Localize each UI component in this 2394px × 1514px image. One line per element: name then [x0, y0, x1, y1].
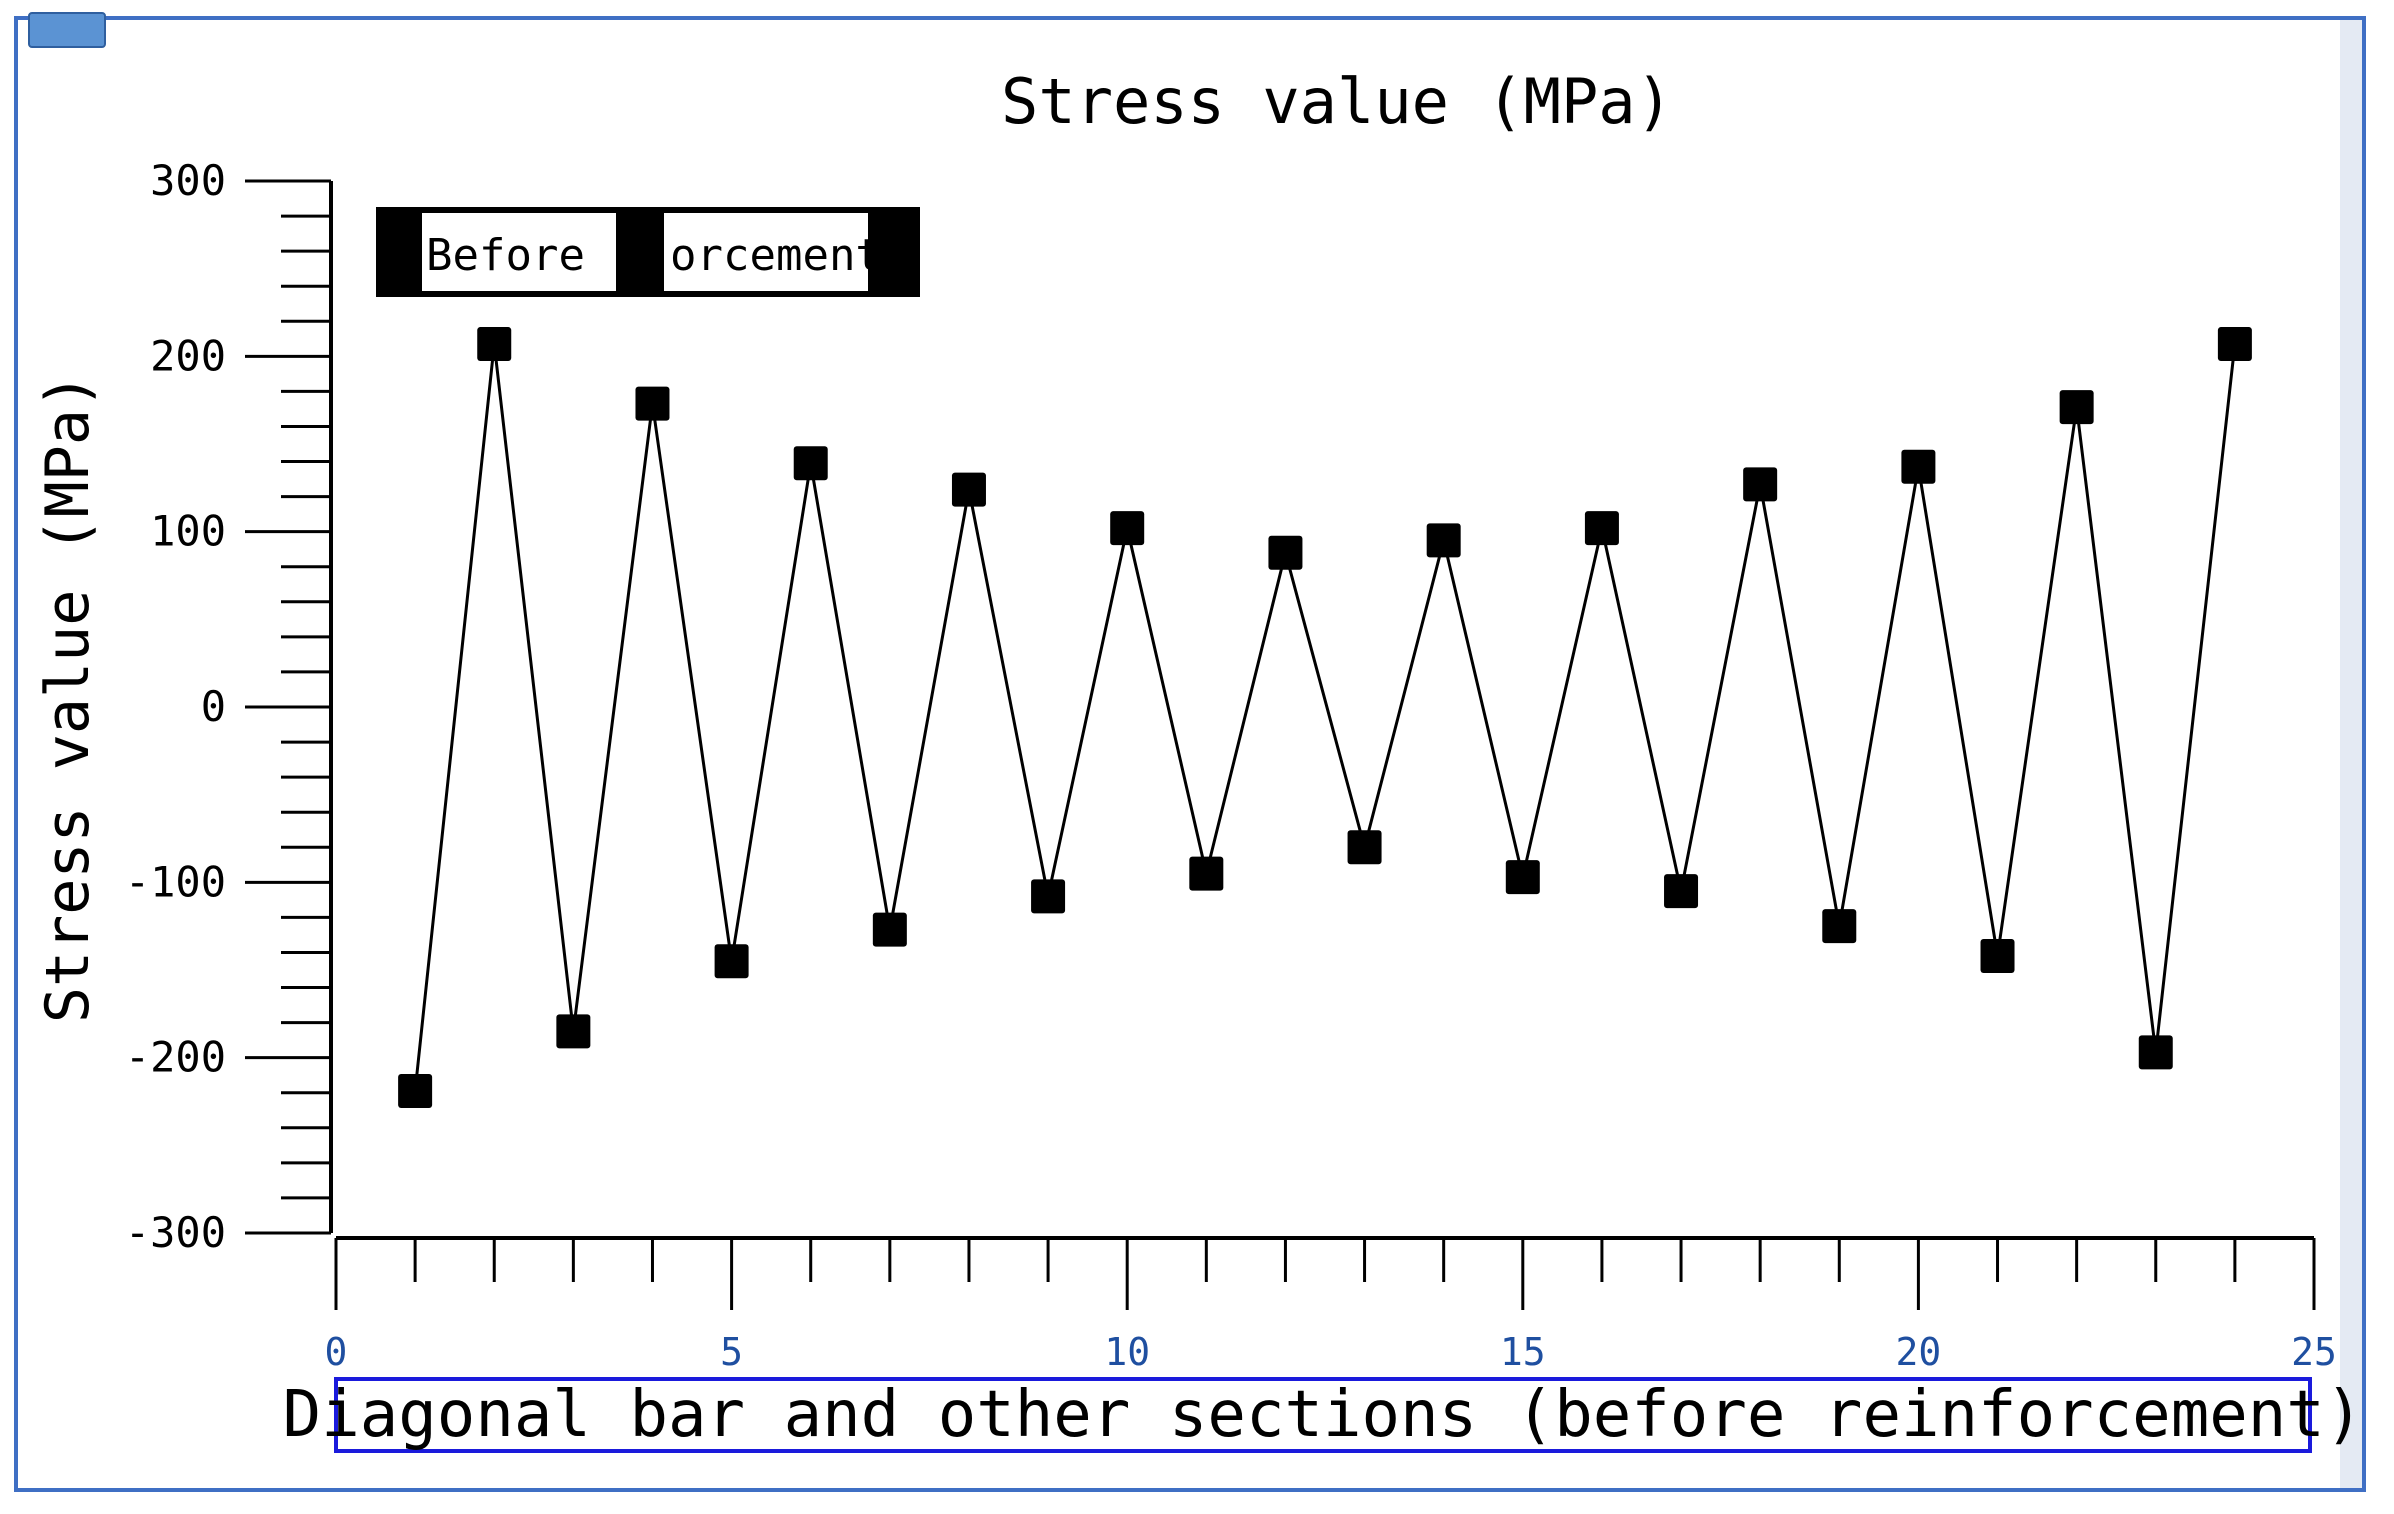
series-1 [398, 327, 2252, 1108]
y-tick-label: -300 [125, 1208, 226, 1257]
data-point [1347, 830, 1382, 865]
data-point [477, 327, 512, 362]
y-axis-label: Stress value (MPa) [33, 373, 103, 1023]
x-axis: 0 5 10 15 20 25 [325, 1236, 2337, 1374]
data-point [1822, 909, 1857, 944]
window-corner-button[interactable] [28, 12, 106, 48]
data-point [556, 1014, 591, 1049]
data-point [1584, 511, 1619, 546]
legend-text-bg-left [422, 213, 616, 291]
y-tick-label: 200 [150, 331, 226, 380]
data-point [1426, 523, 1461, 558]
x-axis-label-box [334, 1377, 2312, 1453]
data-point [951, 472, 986, 507]
data-point [1505, 860, 1540, 895]
data-point [1268, 535, 1303, 570]
data-point [1110, 511, 1145, 546]
data-point [2217, 327, 2252, 362]
x-tick-label: 10 [1104, 1330, 1150, 1374]
legend-label-left: Before re [426, 230, 664, 281]
x-tick-label: 0 [325, 1330, 348, 1374]
legend-label-right: orcement [670, 230, 882, 281]
y-tick-label: -100 [125, 857, 226, 906]
series-line [413, 343, 2237, 1092]
data-point [635, 386, 670, 421]
data-point [2138, 1035, 2173, 1070]
x-tick-label: 15 [1500, 1330, 1546, 1374]
x-tick-label: 25 [2291, 1330, 2337, 1374]
data-point [398, 1073, 433, 1108]
x-tick-label: 5 [720, 1330, 743, 1374]
chart-title: Stress value (MPa) [1001, 65, 1673, 138]
x-axis-label: Diagonal bar and other sections (before … [283, 1378, 2364, 1452]
window-side-strip [2340, 20, 2362, 1488]
legend-text-bg-right [664, 213, 868, 291]
y-axis: 300 200 100 0 -100 -200 -300 [125, 156, 333, 1257]
data-point [1189, 856, 1224, 891]
data-point [714, 944, 749, 979]
data-point [872, 912, 907, 947]
data-point [793, 446, 828, 481]
y-tick-label: 100 [150, 507, 226, 556]
data-point [1031, 879, 1066, 914]
x-tick-label: 20 [1896, 1330, 1942, 1374]
data-point [1743, 467, 1778, 502]
data-point [1664, 874, 1699, 909]
y-tick-label: -200 [125, 1033, 226, 1082]
y-tick-label: 0 [201, 682, 226, 731]
data-point [1980, 938, 2015, 973]
data-point [1901, 449, 1936, 484]
data-point [2059, 390, 2094, 425]
y-tick-label: 300 [150, 156, 226, 205]
